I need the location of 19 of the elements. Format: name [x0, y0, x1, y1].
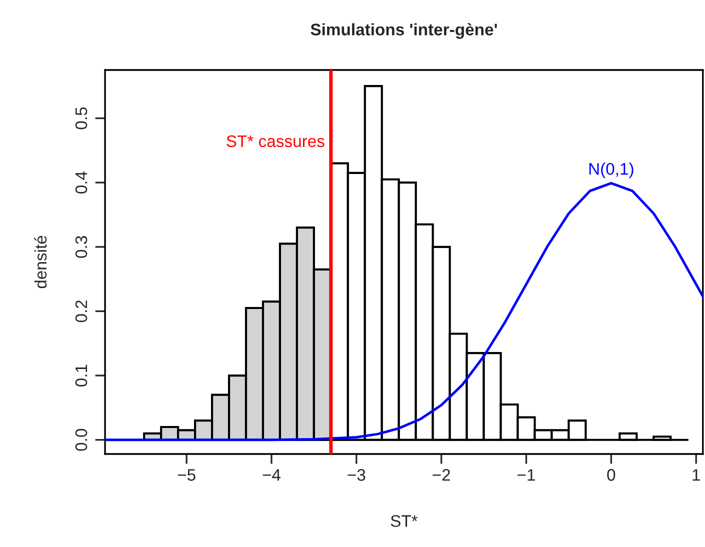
x-tick-label: 0 — [607, 469, 616, 481]
x-tick-label: −2 — [432, 469, 450, 481]
y-tick-label: 0.4 — [75, 171, 88, 194]
x-tick-label: 1 — [692, 469, 700, 481]
x-axis-title: ST* — [390, 515, 418, 527]
y-tick-label: 0.2 — [75, 300, 88, 322]
y-axis-title: densité — [34, 236, 47, 288]
y-tick-label: 0.0 — [75, 428, 88, 451]
chart-title: Simulations 'inter-gène' — [310, 23, 497, 39]
x-tick-label: −3 — [348, 469, 366, 481]
y-tick-label: 0.1 — [75, 364, 88, 386]
line-series — [105, 182, 703, 442]
y-tick-label: 0.5 — [75, 107, 88, 130]
x-tick-label: −5 — [178, 469, 196, 481]
series-label: N(0,1) — [589, 162, 634, 178]
x-tick-label: −4 — [262, 469, 280, 481]
ref-line-label: ST* cassures — [226, 135, 324, 148]
x-tick-label: −1 — [518, 469, 535, 481]
y-tick-label: 0.3 — [75, 236, 88, 258]
